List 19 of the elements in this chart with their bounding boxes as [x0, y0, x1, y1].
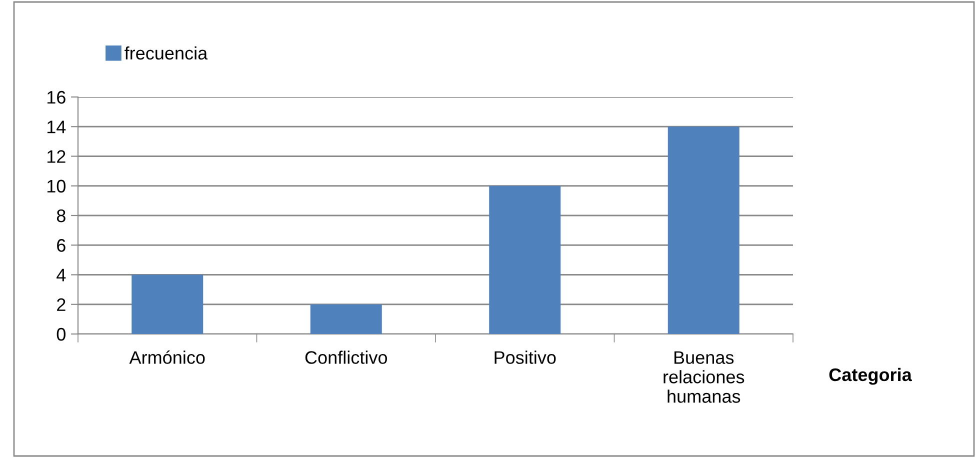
legend-label: frecuencia: [124, 46, 208, 60]
y-tick-label: 10: [47, 180, 66, 193]
y-tick-label: 12: [47, 150, 66, 163]
y-tick-label: 2: [57, 298, 66, 311]
y-tick-label: 0: [56, 328, 66, 341]
bar: [310, 304, 382, 334]
x-axis-title: Categoria: [829, 368, 912, 385]
y-tick-label: 6: [57, 239, 66, 252]
y-tick-label: 4: [56, 268, 66, 282]
y-tick-label: 16: [47, 90, 66, 104]
y-tick-label: 8: [56, 209, 66, 222]
x-tick-label: Conflictivo: [305, 350, 388, 364]
bar: [132, 274, 204, 334]
bar: [489, 186, 561, 334]
x-tick-label: Armónico: [129, 350, 205, 364]
x-tick-label: Positivo: [494, 350, 556, 364]
x-tick-label: Buenas relaciones humanas: [664, 351, 744, 403]
y-tick-label: 14: [47, 120, 66, 134]
bar: [668, 126, 740, 334]
